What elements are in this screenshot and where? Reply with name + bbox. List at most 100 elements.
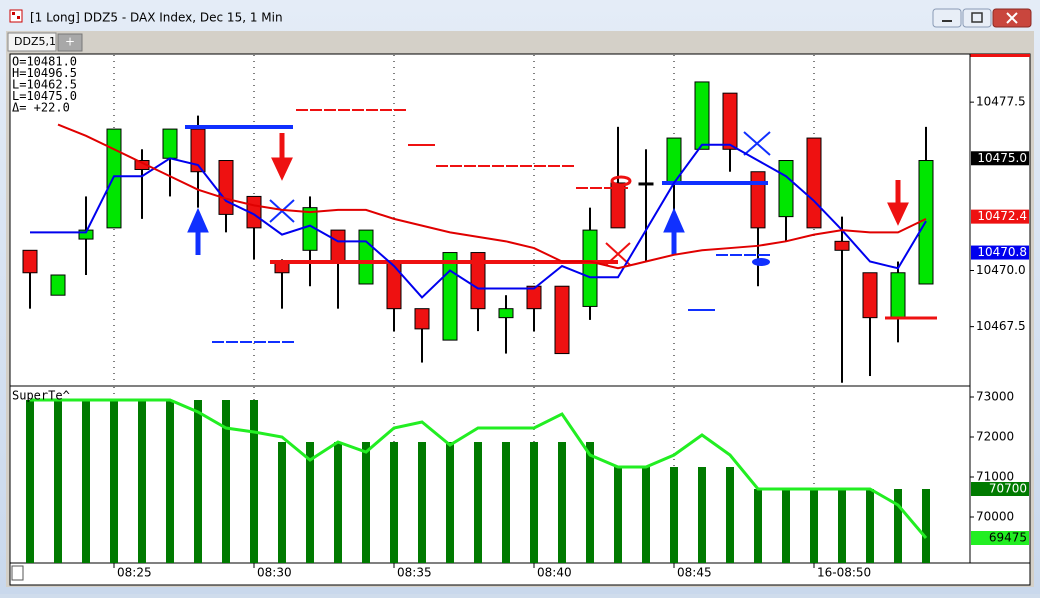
- candle-body: [358, 229, 374, 285]
- candle-body: [442, 252, 458, 341]
- candle-body: [134, 160, 150, 170]
- candle-body: [862, 272, 878, 319]
- exit-cross: [269, 199, 295, 223]
- candle-body: [162, 128, 178, 159]
- bar: [26, 400, 34, 563]
- candle-body: [694, 81, 710, 150]
- x-tick-label: 08:30: [257, 566, 292, 580]
- bar: [642, 467, 650, 563]
- bar: [110, 400, 118, 563]
- candle-body: [78, 229, 94, 240]
- price-marker-label: 69475: [989, 531, 1027, 545]
- candle-body: [722, 92, 738, 150]
- candle-body: [22, 249, 38, 274]
- bar: [586, 442, 594, 563]
- y-tick-label: 10477.5: [976, 95, 1026, 109]
- close-icon: [1006, 12, 1018, 24]
- bar: [250, 400, 258, 563]
- axis-top-strip: [970, 54, 1030, 57]
- y-tick-label: 70000: [976, 510, 1014, 524]
- x-tick-label: 16-08:50: [817, 566, 871, 580]
- bar: [418, 442, 426, 563]
- maximize-icon: [971, 12, 983, 23]
- candle-body: [834, 240, 850, 251]
- bar: [166, 400, 174, 563]
- bar: [446, 442, 454, 563]
- candle-body: [190, 128, 206, 173]
- sell-arrow: [887, 180, 909, 226]
- bar: [502, 442, 510, 563]
- bar: [698, 467, 706, 563]
- bar: [278, 442, 286, 563]
- candle-body: [50, 274, 66, 296]
- candle-body: [386, 261, 402, 310]
- candle-body: [330, 229, 346, 263]
- window-title: [1 Long] DDZ5 - DAX Index, Dec 15, 1 Min: [30, 11, 283, 25]
- bar: [194, 400, 202, 563]
- line: [30, 143, 927, 299]
- exit-cross: [743, 131, 771, 156]
- ohlc-info: L=10462.5: [12, 78, 77, 92]
- price-marker: [971, 482, 1029, 496]
- candle-body: [582, 229, 598, 307]
- bar: [922, 489, 930, 563]
- price-marker-label: 10470.8: [977, 245, 1027, 259]
- line: [30, 398, 928, 539]
- bar: [810, 489, 818, 563]
- bar: [306, 442, 314, 563]
- bar: [138, 400, 146, 563]
- candle-body: [554, 285, 570, 355]
- y-tick-label: 71000: [976, 470, 1014, 484]
- x-tick-label: 08:25: [117, 566, 152, 580]
- bar: [670, 467, 678, 563]
- ohlc-info: O=10481.0: [12, 55, 77, 69]
- candle-body: [638, 182, 654, 186]
- bar: [894, 489, 902, 563]
- new-tab-label: +: [65, 35, 75, 49]
- bar: [474, 442, 482, 563]
- bar: [726, 467, 734, 563]
- bar: [54, 400, 62, 563]
- ohlc-info: Δ= +22.0: [12, 101, 70, 115]
- price-marker: [971, 531, 1029, 545]
- stop-marker: [752, 258, 770, 266]
- candle-body: [218, 160, 234, 215]
- indicator-title: SuperTe^: [12, 389, 70, 403]
- bar: [222, 400, 230, 563]
- bar: [558, 442, 566, 563]
- maximize-button[interactable]: [962, 8, 992, 28]
- minimize-button[interactable]: [932, 8, 962, 28]
- y-tick-label: 72000: [976, 430, 1014, 444]
- axes: 08:25 08:30 08:35 08:40 08:45 16-08:50 O=10481…: [12, 55, 1029, 580]
- app-icon: [9, 9, 23, 23]
- bar: [82, 400, 90, 563]
- ohlc-info: L=10475.0: [12, 89, 77, 103]
- price-marker-label: 10475.0: [977, 151, 1027, 165]
- bar: [362, 442, 370, 563]
- bar: [866, 489, 874, 563]
- app-icon-dot: [17, 16, 20, 19]
- bar: [530, 442, 538, 563]
- candle-body: [890, 272, 906, 319]
- new-tab-button[interactable]: [57, 33, 83, 52]
- candle-body: [610, 182, 626, 229]
- price-marker-label: 70700: [989, 482, 1027, 496]
- candle-body: [778, 160, 794, 218]
- scroll-box[interactable]: [11, 565, 24, 581]
- price-marker-label: 10472.4: [977, 209, 1027, 223]
- bar: [782, 489, 790, 563]
- tab[interactable]: [7, 32, 57, 52]
- y-tick-label: 10470.0: [976, 263, 1026, 277]
- buy-arrow: [187, 207, 209, 255]
- y-tick-label: 10467.5: [976, 319, 1026, 333]
- candle-body: [806, 137, 822, 229]
- candle-body: [750, 171, 766, 229]
- bar: [614, 467, 622, 563]
- ohlc-info: H=10496.5: [12, 66, 77, 80]
- tab-label: DDZ5,1: [14, 35, 56, 48]
- candle-body: [498, 308, 514, 319]
- sell-arrow: [271, 133, 293, 181]
- bar: [754, 489, 762, 563]
